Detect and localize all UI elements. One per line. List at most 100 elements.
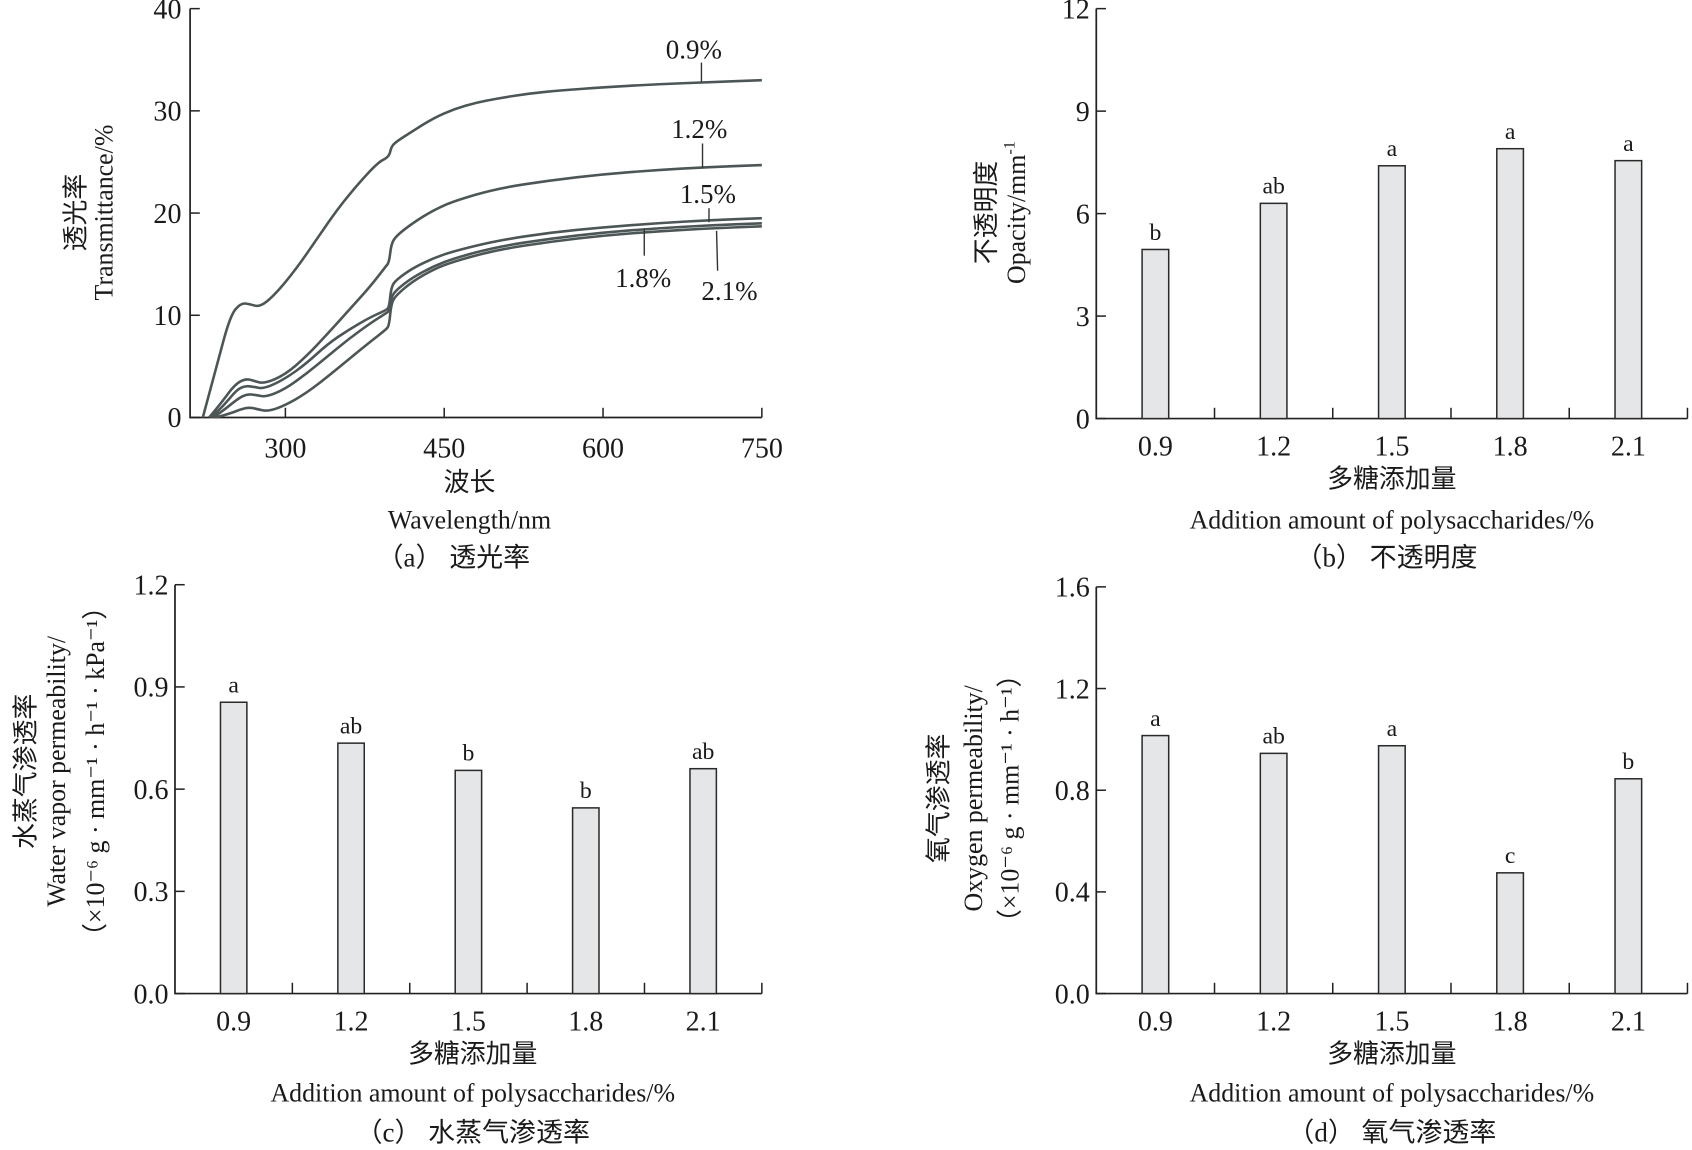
ylabel-unit-c: （×10⁻⁶ g · mm⁻¹ · h⁻¹ · kPa⁻¹） — [81, 594, 110, 949]
ylabel-cn-b: 不透明度 — [972, 161, 1001, 265]
ylabel-cn-d: 氧气渗透率 — [924, 734, 953, 863]
significance-label-b: b — [1149, 220, 1161, 246]
ytick-label-b: 9 — [1076, 97, 1090, 128]
caption-d: （d） 氧气渗透率 — [1287, 1117, 1496, 1147]
ytick-label-c: 0.0 — [133, 979, 168, 1010]
xtick-label-a: 600 — [582, 433, 624, 464]
ytick-label-d: 0.8 — [1055, 776, 1090, 807]
bar-d-2-1 — [1614, 778, 1643, 995]
series-line-1-5pct — [210, 216, 762, 419]
ytick-label-c: 0.9 — [133, 673, 168, 704]
xlabel-d: Addition amount of polysaccharides/% — [1190, 1078, 1595, 1107]
ylabel-unit-d: （×10⁻⁶ g · mm⁻¹ · h⁻¹） — [996, 662, 1025, 935]
bar-d-1-8 — [1496, 872, 1525, 995]
caption-a: （a） 透光率 — [377, 542, 530, 572]
xlabel-cn-c: 多糖添加量 — [408, 1040, 537, 1069]
xtick-label-b: 1.2 — [1256, 431, 1291, 462]
ytick-label-c: 0.3 — [133, 877, 168, 908]
bar-c-1-8 — [571, 807, 600, 995]
curve-label: 1.2% — [671, 114, 727, 144]
bar-c-1-2 — [337, 742, 366, 995]
xtick-label-d: 1.8 — [1493, 1006, 1528, 1037]
xtick-label-a: 750 — [741, 433, 783, 464]
xtick-label-d: 1.2 — [1256, 1006, 1291, 1037]
ylabel-cn-c: 水蒸气渗透率 — [12, 694, 41, 849]
series-line-2-1pct — [215, 225, 762, 419]
xlabel-c: Addition amount of polysaccharides/% — [270, 1078, 675, 1107]
ylabel-b-sup: -1 — [1001, 141, 1018, 154]
ylabel-c: Water vapor permeability/ — [42, 635, 71, 907]
significance-label-c: b — [462, 741, 474, 767]
significance-label-d: a — [1150, 706, 1161, 732]
xtick-label-d: 0.9 — [1138, 1006, 1173, 1037]
series-line-0-9pct — [201, 78, 762, 418]
bar-d-0-9 — [1141, 734, 1170, 995]
xtick-label-c: 1.5 — [451, 1006, 486, 1037]
ytick-label-b: 6 — [1076, 199, 1090, 230]
bar-c-0-9 — [219, 701, 248, 995]
significance-label-d: c — [1505, 843, 1516, 869]
xtick-label-b: 0.9 — [1138, 431, 1173, 462]
axes-a — [189, 8, 762, 419]
ytick-label-a: 0 — [167, 403, 181, 434]
xtick-label-c: 2.1 — [686, 1006, 721, 1037]
significance-label-d: a — [1387, 716, 1398, 742]
ytick-label-d: 0.0 — [1055, 979, 1090, 1010]
significance-label-d: b — [1622, 749, 1634, 775]
xtick-label-b: 1.8 — [1493, 431, 1528, 462]
bar-b-0-9 — [1141, 248, 1170, 420]
xlabel-a: Wavelength/nm — [388, 506, 551, 535]
xtick-label-c: 1.2 — [334, 1006, 369, 1037]
ylabel-b: Opacity/mm-1 — [1001, 141, 1031, 284]
ytick-label-a: 40 — [153, 0, 181, 25]
curve-label: 0.9% — [666, 34, 722, 64]
bar-b-1-2 — [1259, 202, 1288, 420]
significance-label-c: b — [580, 778, 592, 804]
xtick-label-b: 1.5 — [1374, 431, 1409, 462]
xlabel-cn-b: 多糖添加量 — [1327, 465, 1456, 494]
significance-label-c: a — [228, 673, 239, 699]
series-line-1-8pct — [212, 221, 762, 419]
xlabel-b: Addition amount of polysaccharides/% — [1190, 506, 1595, 535]
ytick-label-c: 1.2 — [133, 570, 168, 601]
significance-label-c: ab — [340, 713, 362, 739]
caption-b: （b） 不透明度 — [1296, 542, 1478, 572]
significance-label-b: a — [1505, 119, 1516, 145]
ytick-label-d: 1.6 — [1055, 573, 1090, 604]
xtick-label-d: 1.5 — [1374, 1006, 1409, 1037]
ytick-label-d: 0.4 — [1055, 878, 1090, 909]
panel-oxygen: 氧气渗透率 Oxygen permeability/ （×10⁻⁶ g · mm… — [924, 573, 1689, 1147]
bar-b-1-5 — [1377, 165, 1406, 420]
ytick-label-a: 10 — [153, 301, 181, 332]
xlabel-cn-d: 多糖添加量 — [1327, 1040, 1456, 1069]
axes-b — [1095, 8, 1688, 420]
ylabel-b-text: Opacity/mm — [1002, 155, 1031, 284]
xtick-label-a: 300 — [264, 433, 306, 464]
significance-label-b: a — [1623, 131, 1634, 157]
bar-d-1-5 — [1377, 744, 1406, 995]
xtick-label-a: 450 — [423, 433, 465, 464]
series-line-1-2pct — [208, 163, 762, 419]
ytick-label-b: 0 — [1076, 404, 1090, 435]
xlabel-cn-a: 波长 — [444, 468, 496, 497]
leader-line — [715, 230, 719, 271]
curve-label: 2.1% — [701, 276, 757, 306]
significance-label-b: a — [1387, 136, 1398, 162]
ytick-label-b: 12 — [1062, 0, 1090, 25]
panel-opacity: 不透明度 Opacity/mm-1 多糖添加量 Addition amount … — [972, 0, 1689, 572]
significance-label-c: ab — [692, 739, 714, 765]
bar-b-2-1 — [1614, 159, 1643, 420]
panel-water-vapor: 水蒸气渗透率 Water vapor permeability/ （×10⁻⁶ … — [12, 570, 763, 1147]
significance-label-b: ab — [1262, 174, 1284, 200]
ytick-label-d: 1.2 — [1055, 674, 1090, 705]
curve-label: 1.5% — [680, 179, 736, 209]
ytick-label-c: 0.6 — [133, 775, 168, 806]
ytick-label-a: 20 — [153, 199, 181, 230]
xtick-label-c: 1.8 — [568, 1006, 603, 1037]
xtick-label-d: 2.1 — [1611, 1006, 1646, 1037]
curve-label: 1.8% — [615, 263, 671, 293]
significance-label-d: ab — [1262, 724, 1284, 750]
xtick-label-c: 0.9 — [216, 1006, 251, 1037]
caption-c: （c） 水蒸气渗透率 — [356, 1117, 590, 1147]
